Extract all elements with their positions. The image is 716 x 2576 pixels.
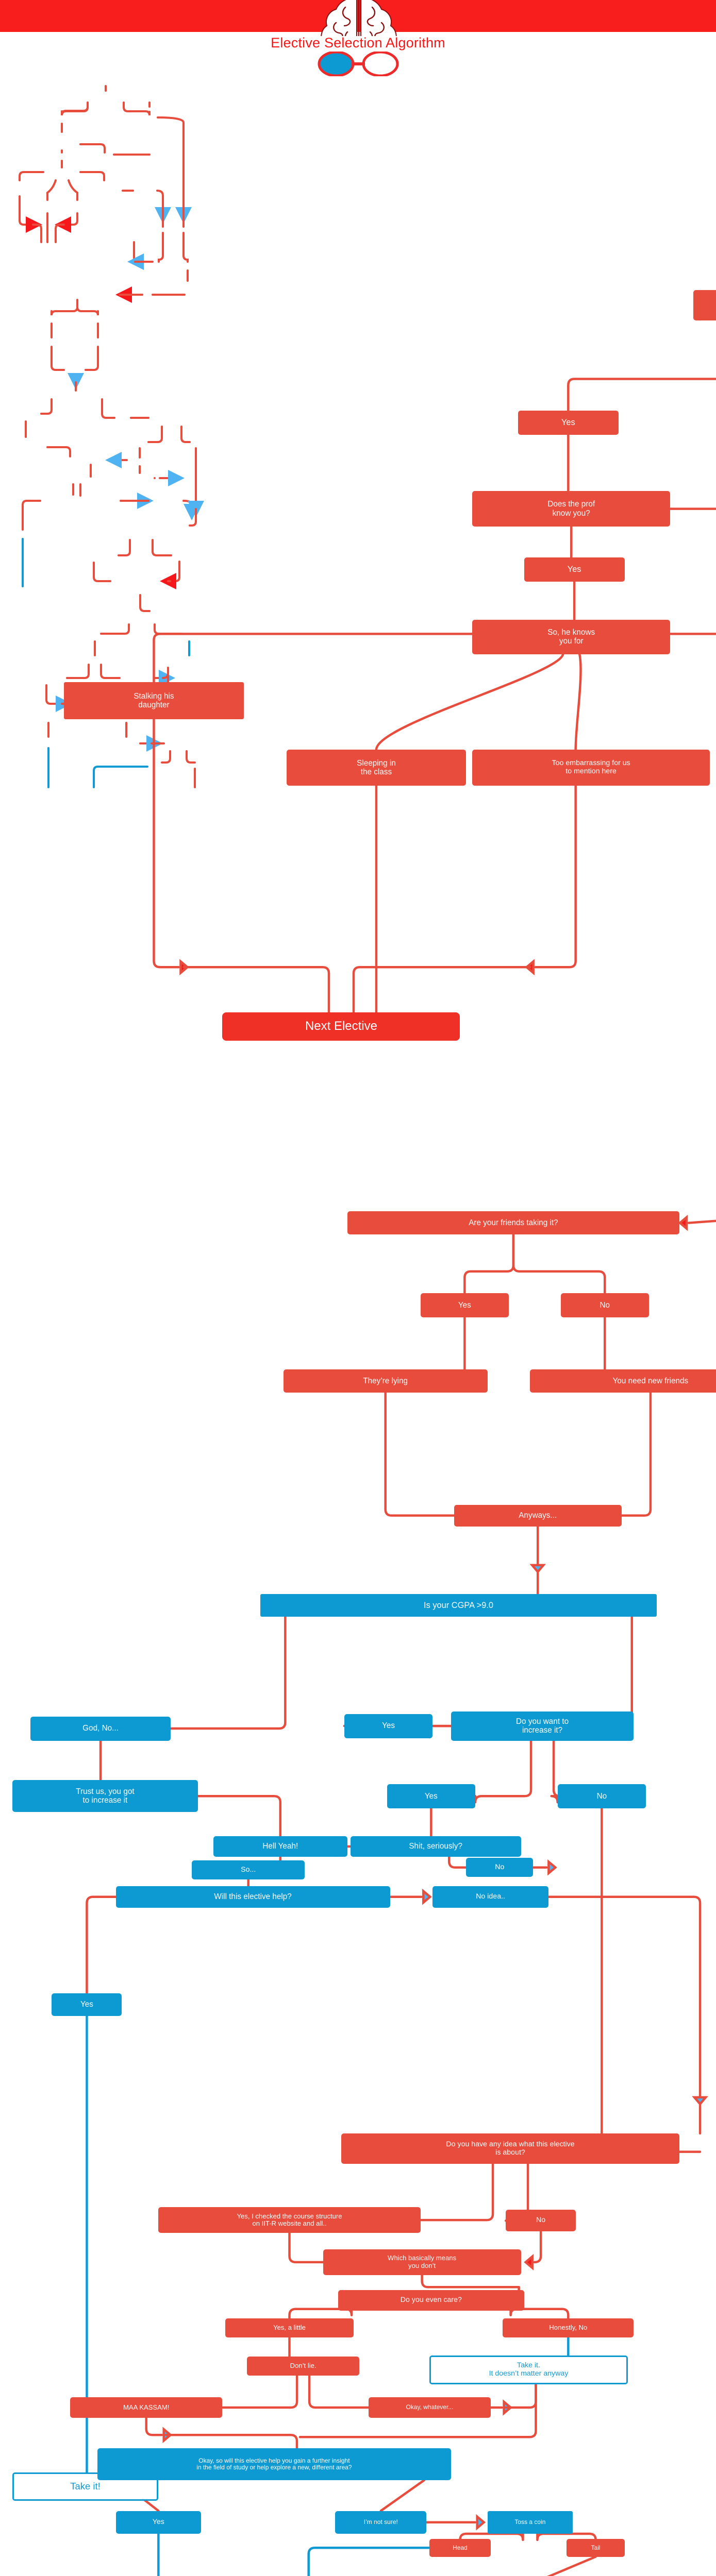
header-band <box>0 0 716 32</box>
node-ft-no[interactable]: No <box>560 1293 649 1317</box>
node-start[interactable]: So should you choose this elective : <in… <box>693 290 716 321</box>
page-title: Elective Selection Algorithm <box>271 35 445 50</box>
node-next-elective-1[interactable]: Next Elective <box>222 1012 460 1041</box>
node-checked-course[interactable]: Yes, I checked the course structure on I… <box>158 2207 421 2233</box>
brain-icon <box>292 0 426 36</box>
node-trust-us[interactable]: Trust us, you got to increase it <box>12 1780 198 1812</box>
node-sleeping[interactable]: Sleeping in the class <box>286 750 467 786</box>
node-ss-no[interactable]: No <box>466 1858 534 1877</box>
node-no-idea[interactable]: No idea.. <box>432 1886 548 1908</box>
node-elective-help[interactable]: Will this elective help? <box>115 1886 390 1908</box>
node-want-increase[interactable]: Do you want to increase it? <box>451 1711 634 1741</box>
node-pky-yes[interactable]: Yes <box>524 557 625 582</box>
node-so-2[interactable]: So... <box>192 1860 305 1880</box>
node-god-no[interactable]: God, No... <box>30 1716 171 1741</box>
node-not-sure[interactable]: I’m not sure! <box>335 2511 427 2534</box>
node-theyre-lying[interactable]: They’re lying <box>283 1369 488 1393</box>
node-ai-no[interactable]: No <box>506 2210 576 2232</box>
node-eh-yes[interactable]: Yes <box>52 1993 122 2016</box>
node-any-idea[interactable]: Do you have any idea what this elective … <box>341 2133 680 2164</box>
node-fi-yes[interactable]: Yes <box>115 2511 202 2534</box>
node-hell-yeah[interactable]: Hell Yeah! <box>213 1836 347 1857</box>
node-embarrassing[interactable]: Too embarrassing for us to mention here <box>472 750 710 786</box>
node-stalking[interactable]: Stalking his daughter <box>64 682 244 719</box>
node-yes-a-little[interactable]: Yes, a little <box>225 2318 354 2337</box>
glasses-icon <box>302 50 414 77</box>
node-need-new-friends[interactable]: You need new friends <box>530 1369 716 1393</box>
node-further-insight[interactable]: Okay, so will this elective help you gai… <box>97 2448 451 2481</box>
node-tail[interactable]: Tail <box>567 2538 625 2557</box>
node-honestly-no[interactable]: Honestly, No <box>503 2318 634 2337</box>
node-maa-kassam[interactable]: MAA KASSAM! <box>70 2397 223 2418</box>
node-cgpa[interactable]: Is your CGPA >9.0 <box>260 1594 657 1617</box>
node-even-care[interactable]: Do you even care? <box>338 2290 524 2311</box>
node-anyways[interactable]: Anyways... <box>454 1504 622 1527</box>
node-ft-yes[interactable]: Yes <box>420 1293 509 1317</box>
node-knows-you-for[interactable]: So, he knows you for <box>472 619 671 654</box>
node-friends-taking[interactable]: Are your friends taking it? <box>347 1211 680 1234</box>
node-prof-knows-you[interactable]: Does the prof know you? <box>472 490 671 527</box>
node-okay-whatever[interactable]: Okay, whatever... <box>369 2397 491 2418</box>
node-wi-yes[interactable]: Yes <box>387 1784 476 1808</box>
node-take-it-2[interactable]: Take it. It doesn’t matter anyway <box>429 2355 628 2385</box>
node-toss-coin[interactable]: Toss a coin <box>487 2511 573 2534</box>
node-shit-seriously[interactable]: Shit, seriously? <box>350 1836 521 1857</box>
node-dont-lie[interactable]: Don’t lie. <box>246 2357 360 2376</box>
node-cgpa-yes[interactable]: Yes <box>344 1714 433 1738</box>
node-wi-no[interactable]: No <box>557 1784 646 1808</box>
node-means-you-dont[interactable]: Which basically means you don’t <box>323 2249 521 2275</box>
node-kp-yes[interactable]: Yes <box>518 410 619 435</box>
node-head[interactable]: Head <box>429 2538 491 2557</box>
